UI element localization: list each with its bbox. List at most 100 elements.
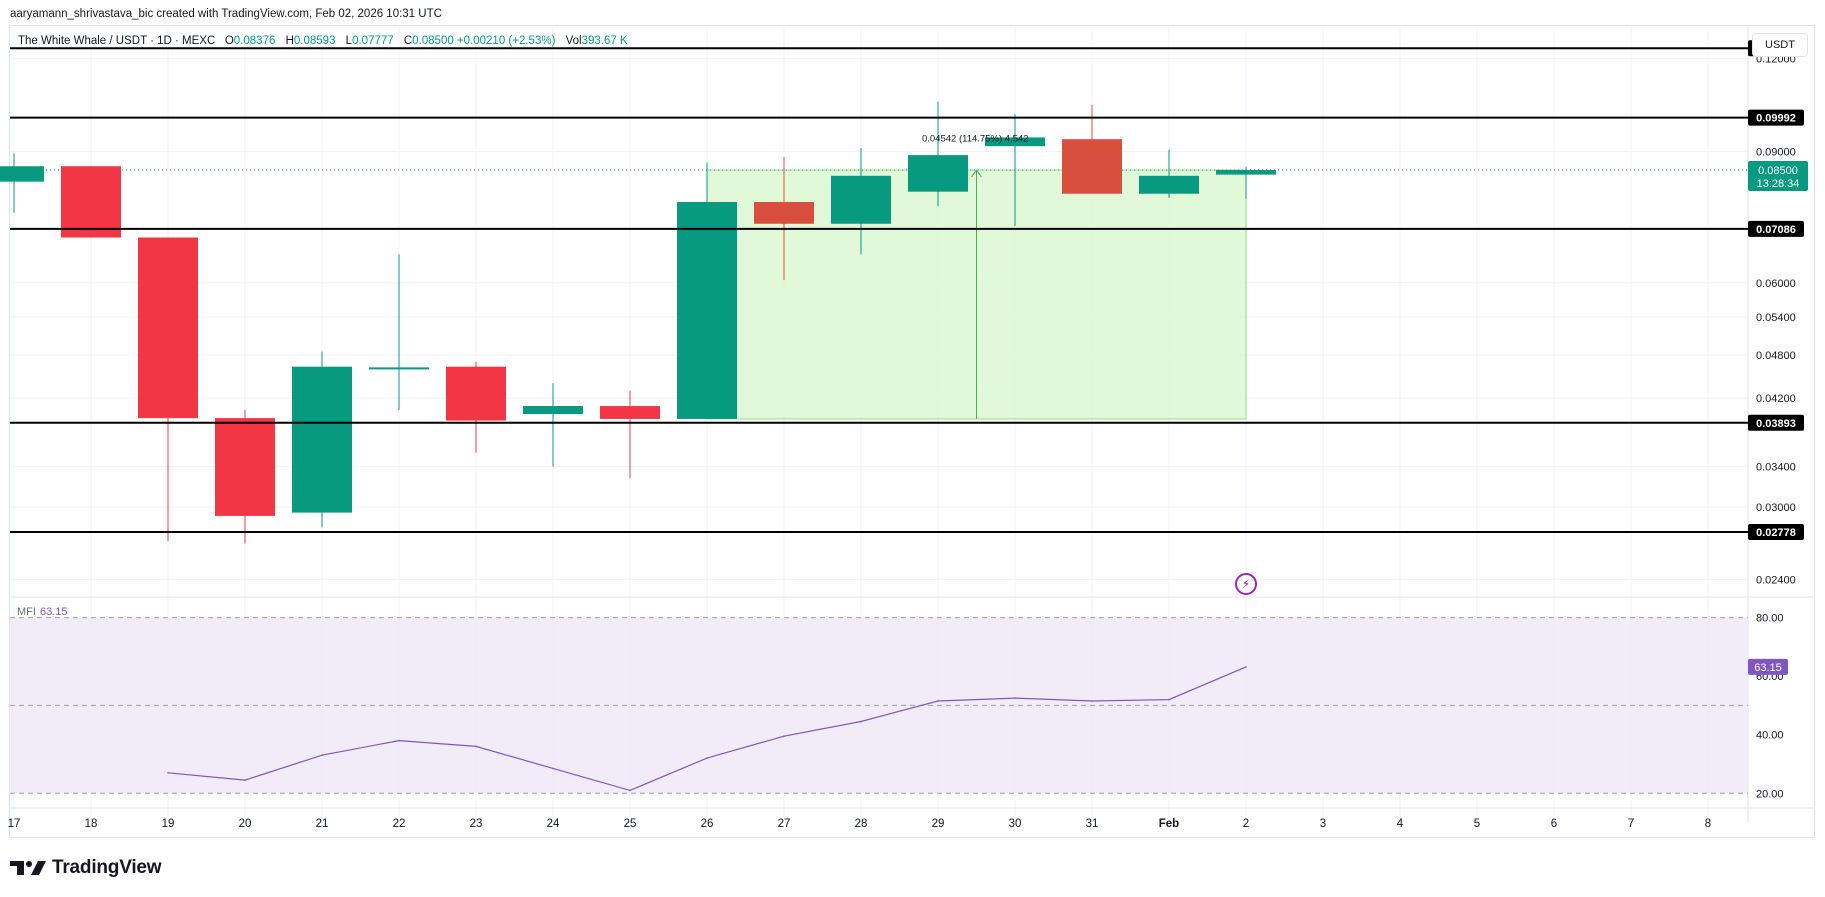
date-tick-label: 5	[1474, 818, 1480, 830]
price-tick-label: 0.03000	[1756, 502, 1796, 514]
mfi-tick-label: 40.00	[1756, 730, 1784, 742]
price-tick-label: 0.06000	[1756, 278, 1796, 290]
mfi-value-tag-label: 63.15	[1754, 662, 1782, 674]
mfi-point	[398, 739, 400, 742]
mfi-point	[1091, 700, 1093, 702]
date-tick-label: 27	[778, 818, 791, 830]
tradingview-logo-text: TradingView	[52, 857, 162, 878]
date-tick-label: 3	[1320, 818, 1326, 830]
level-tag-label: 0.02778	[1756, 527, 1796, 539]
candle-body	[908, 155, 968, 192]
last-price-tag	[1748, 161, 1808, 192]
low-label: L	[345, 35, 353, 47]
date-tick-label: 23	[470, 818, 483, 830]
chart-frame	[9, 25, 1815, 838]
candle-body	[369, 367, 429, 370]
tradingview-logo[interactable]: TradingView	[10, 857, 162, 879]
date-tick-label: 28	[855, 818, 868, 830]
high-label: H	[285, 35, 294, 47]
date-tick-label: 30	[1009, 818, 1022, 830]
close-label: C	[403, 35, 413, 47]
price-tick-label: 0.03400	[1756, 462, 1796, 474]
date-tick-label: 26	[701, 818, 714, 830]
mfi-point	[860, 720, 862, 723]
candle-body	[292, 366, 352, 513]
candle-body	[0, 166, 44, 182]
price-tick-label: 0.05400	[1756, 312, 1796, 324]
candle-body	[1216, 170, 1276, 175]
mfi-point	[167, 771, 169, 774]
chart-credit: aaryamann_shrivastava_bic created with T…	[10, 8, 442, 20]
volume-value: 393.67 K	[581, 35, 628, 47]
date-tick-label: Feb	[1159, 818, 1179, 830]
candle-body	[1139, 175, 1199, 194]
price-tick-label: 0.04200	[1756, 393, 1796, 405]
mfi-legend[interactable]: MFI 63.15	[17, 606, 67, 618]
mfi-point	[629, 789, 631, 792]
candle-body	[600, 406, 660, 419]
level-tag-label: 0.03893	[1756, 418, 1796, 430]
mfi-point	[1245, 666, 1247, 668]
date-tick-label: 31	[1086, 818, 1099, 830]
currency-button[interactable]: USDT	[1752, 33, 1808, 57]
mfi-tick-label: 80.00	[1756, 613, 1784, 625]
candle-body	[215, 418, 275, 516]
candle-body	[677, 202, 737, 419]
symbol-name[interactable]: The White Whale / USDT · 1D · MEXC	[18, 35, 216, 47]
lightning-icon[interactable]: ⚡	[1235, 573, 1257, 595]
price-tick-label: 0.04800	[1756, 350, 1796, 362]
date-tick-label: 22	[393, 818, 406, 830]
level-tag	[1748, 414, 1804, 431]
mfi-point	[783, 735, 785, 737]
date-tick-label: 6	[1551, 818, 1557, 830]
mfi-label: MFI	[17, 606, 36, 618]
date-tick-label: 21	[316, 818, 329, 830]
mfi-point	[706, 757, 708, 759]
measure-label: 0.04542 (114.75%) 4,542	[922, 133, 1029, 144]
mfi-value: 63.15	[39, 606, 68, 618]
candle-body	[446, 366, 506, 421]
mfi-point	[244, 779, 246, 781]
level-tag-label: 0.07086	[1756, 224, 1796, 236]
price-tick-label: 0.02400	[1756, 574, 1796, 586]
date-tick-label: 20	[239, 818, 252, 830]
mfi-tick-label: 20.00	[1756, 788, 1784, 800]
mfi-point	[552, 767, 554, 770]
close-value: 0.08500 +0.00210 (+2.53%)	[412, 35, 556, 47]
countdown-label: 13:28:34	[1757, 178, 1800, 190]
last-price-label: 0.08500	[1758, 165, 1798, 177]
date-tick-label: 18	[85, 818, 98, 830]
mfi-point	[937, 700, 939, 702]
low-value: 0.07777	[352, 35, 394, 47]
level-tag-label: 0.09992	[1756, 113, 1796, 125]
high-value: 0.08593	[293, 35, 336, 47]
date-tick-label: 7	[1628, 818, 1634, 830]
date-tick-label: 29	[932, 818, 945, 830]
measure-arrow-head	[971, 169, 982, 178]
tradingview-logo-icon	[10, 861, 46, 875]
level-tag	[1748, 109, 1804, 126]
date-tick-label: 8	[1705, 818, 1711, 830]
candle-body	[754, 202, 814, 224]
mfi-point	[475, 745, 477, 748]
date-tick-label: 17	[8, 818, 21, 830]
mfi-point	[1168, 698, 1170, 701]
date-tick-label: 25	[624, 818, 637, 830]
mfi-value-tag	[1748, 658, 1788, 675]
candle-body	[831, 175, 891, 224]
candle-body	[1062, 139, 1122, 194]
date-tick-label: 2	[1243, 818, 1249, 830]
date-tick-label: 19	[162, 818, 175, 830]
price-tick-label: 0.09000	[1756, 147, 1796, 159]
date-tick-label: 4	[1397, 818, 1404, 830]
date-tick-label: 24	[547, 818, 560, 830]
level-tag	[1748, 220, 1804, 237]
symbol-legend[interactable]: The White Whale / USDT · 1D · MEXC O 0.08…	[18, 35, 628, 47]
level-tag	[1748, 524, 1804, 541]
candle-body	[138, 237, 198, 419]
mfi-point	[321, 754, 323, 757]
candle-body	[523, 406, 583, 415]
volume-label: Vol	[565, 35, 582, 47]
open-label: O	[224, 35, 234, 47]
